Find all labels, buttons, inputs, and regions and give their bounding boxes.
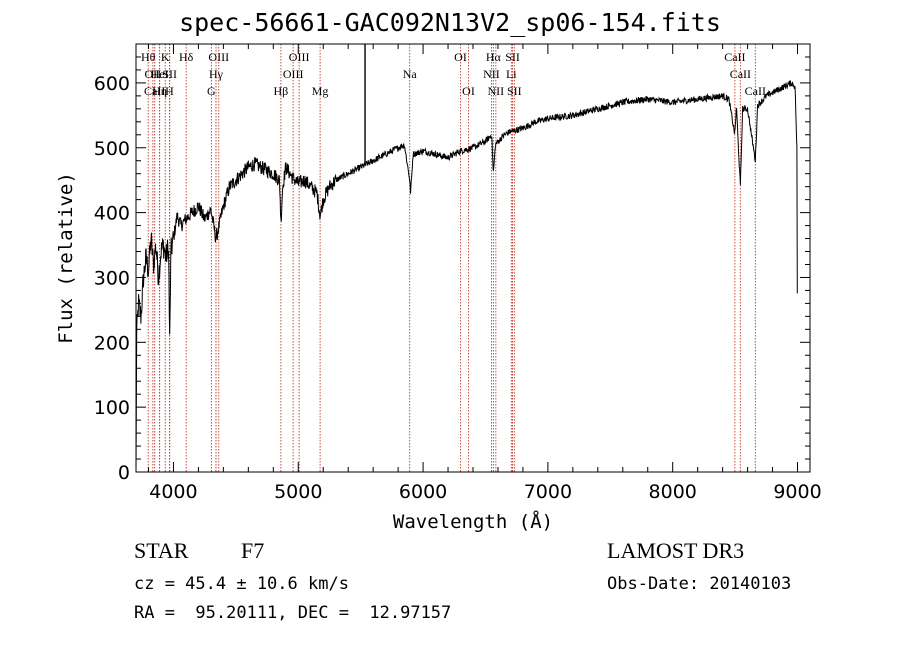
line-marker-label: Na <box>403 67 418 81</box>
coordinates: RA = 95.20111, DEC = 12.97157 <box>134 603 452 623</box>
y-tick-label: 600 <box>94 73 130 95</box>
line-marker-label: Mg <box>312 84 329 98</box>
x-tick-label: 4000 <box>149 481 197 503</box>
spectrum-series <box>135 44 798 473</box>
chart-title: spec-56661-GAC092N13V2_sp06-154.fits <box>179 8 721 37</box>
line-marker-label: OIII <box>283 67 304 81</box>
line-marker-label: Hδ <box>179 50 194 64</box>
line-marker-label: HeI <box>151 67 169 81</box>
line-marker-label: SII <box>507 84 522 98</box>
plot-frame <box>135 43 811 473</box>
observation-date: Obs-Date: 20140103 <box>607 574 792 594</box>
redshift-velocity: cz = 45.4 ± 10.6 km/s <box>134 574 349 594</box>
object-subclass: F7 <box>241 538 265 563</box>
line-marker-label: OI <box>454 50 467 64</box>
y-tick-label: 100 <box>94 397 130 419</box>
x-tick-label: 9000 <box>773 481 821 503</box>
line-marker-label: CaII <box>745 84 766 98</box>
line-marker-label: SII <box>162 67 177 81</box>
survey-name: LAMOST DR3 <box>607 538 745 563</box>
line-marker-label: Hθ <box>141 50 156 64</box>
line-marker-label: Hη <box>152 84 167 98</box>
line-marker-label: CaII <box>724 50 745 64</box>
spectrum-line <box>135 80 798 473</box>
line-marker-label: CaII <box>730 67 751 81</box>
x-tick-label: 5000 <box>274 481 322 503</box>
line-marker-label: CaII <box>144 84 165 98</box>
line-marker-group <box>147 44 756 472</box>
x-tick-label: 7000 <box>524 481 572 503</box>
object-class: STAR <box>134 538 189 563</box>
line-marker-label: G <box>207 84 216 98</box>
line-marker-label: Li <box>506 67 517 81</box>
line-marker-label: OIII <box>289 50 310 64</box>
x-tick-label: 6000 <box>399 481 447 503</box>
line-marker-label: OIII <box>208 50 229 64</box>
line-marker-label: SII <box>505 50 520 64</box>
line-marker-label: Hβ <box>274 84 289 98</box>
y-tick-label: 300 <box>94 267 130 289</box>
axes-group: 4000 5000 6000 7000 8000 9000 0 100 200 300 400 500… <box>94 44 822 503</box>
line-marker-label: H <box>165 84 174 98</box>
line-marker-label: OII <box>145 67 162 81</box>
line-marker-label: Hγ <box>209 67 224 81</box>
y-tick-label: 200 <box>94 332 130 354</box>
line-marker-label: Hα <box>486 50 502 64</box>
x-axis-label: Wavelength (Å) <box>393 510 553 533</box>
line-marker-label: NII <box>488 84 505 98</box>
x-tick-label: 8000 <box>649 481 697 503</box>
y-tick-label: 500 <box>94 138 130 160</box>
line-marker-label: OI <box>462 84 475 98</box>
line-marker-label: K <box>161 50 170 64</box>
y-tick-label: 0 <box>118 462 130 484</box>
y-axis-label: Flux (relative) <box>55 172 77 344</box>
y-tick-label: 400 <box>94 203 130 225</box>
line-label-group: HθOIICaIIHηHeIKHSIIHδGHγOIIIHβOIIIOIIIMg… <box>141 50 766 98</box>
line-marker-label: NII <box>483 67 500 81</box>
